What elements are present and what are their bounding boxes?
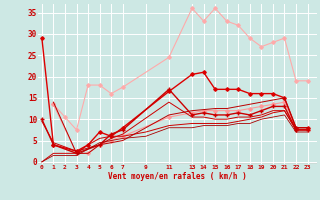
X-axis label: Vent moyen/en rafales ( km/h ): Vent moyen/en rafales ( km/h ) [108, 172, 247, 181]
